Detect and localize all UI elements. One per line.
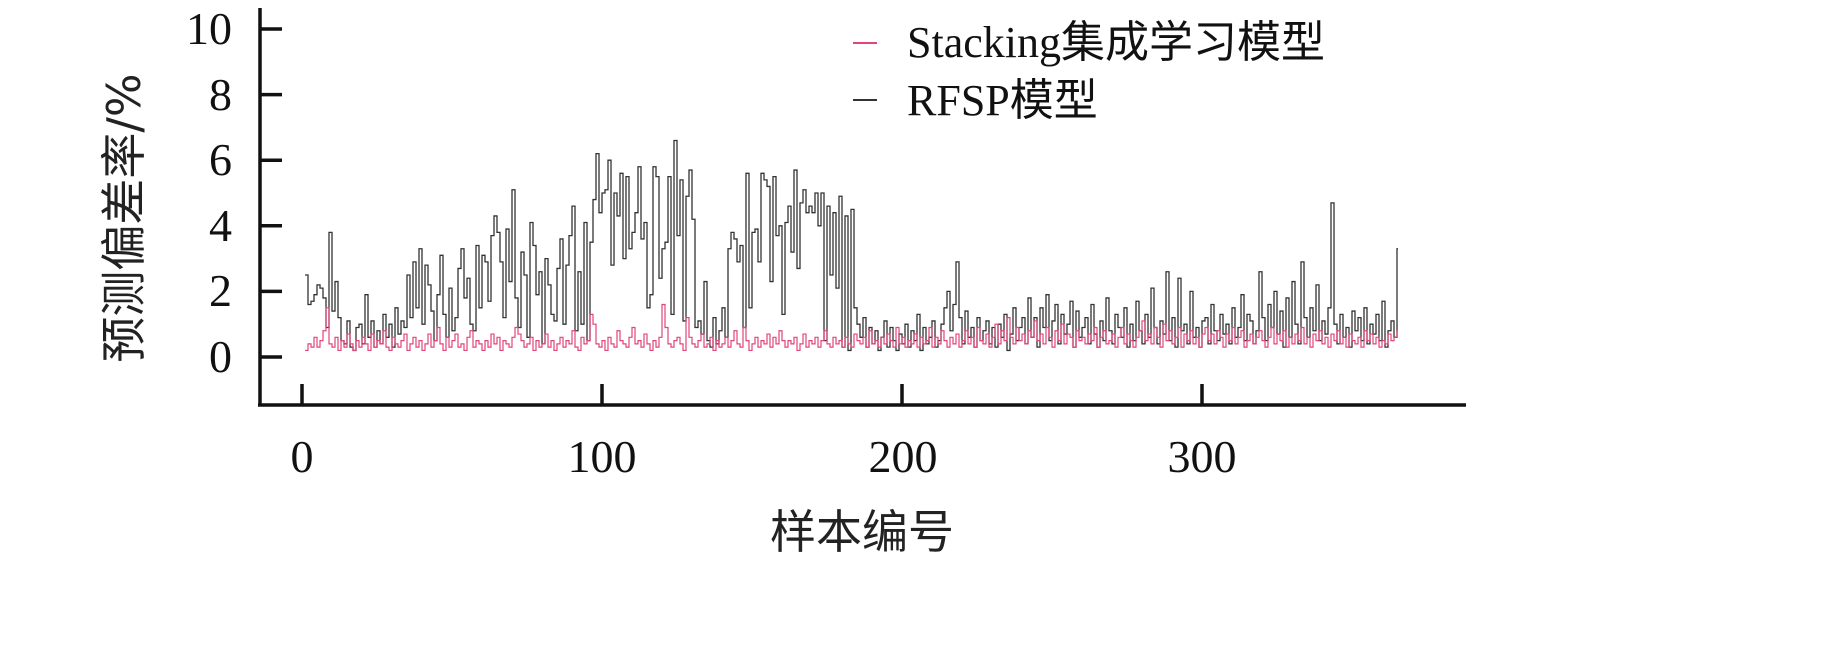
ticks-layer	[260, 27, 1204, 405]
series-layer	[305, 139, 1398, 352]
series-rfsp-line	[305, 139, 1398, 352]
y-tick-label: 4	[209, 200, 232, 251]
series-stacking-line	[305, 303, 1398, 352]
y-tick-label: 0	[209, 331, 232, 382]
x-tick-label: 300	[1168, 431, 1237, 482]
legend-label-stacking: Stacking集成学习模型	[907, 18, 1325, 67]
y-tick-label: 8	[209, 69, 232, 120]
y-tick-label: 6	[209, 134, 232, 185]
x-tick-label: 200	[869, 431, 938, 482]
x-tick-label: 0	[291, 431, 314, 482]
legend-label-rfsp: RFSP模型	[907, 76, 1098, 125]
y-tick-label: 10	[186, 3, 232, 54]
y-axis-title: 预测偏差率/%	[97, 73, 151, 362]
x-axis-title: 样本编号	[770, 505, 954, 559]
legend: Stacking集成学习模型 RFSP模型	[853, 18, 1325, 125]
y-tick-label: 2	[209, 265, 232, 316]
x-tick-label: 100	[568, 431, 637, 482]
